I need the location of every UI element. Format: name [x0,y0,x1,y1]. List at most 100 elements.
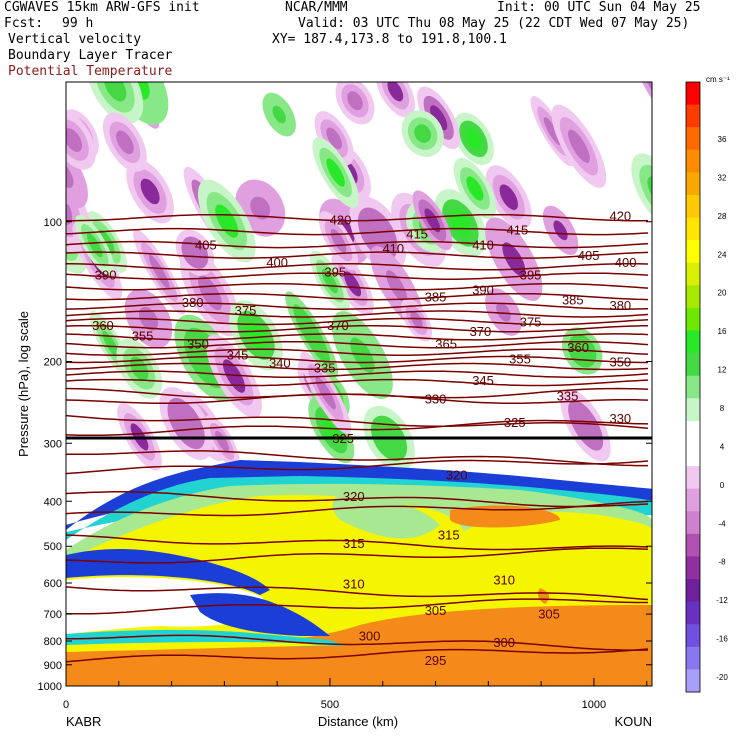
y-tick-label: 600 [44,578,62,590]
theta-label: 375 [235,303,257,318]
theta-label: 315 [343,536,365,551]
velocity-cell [116,130,134,155]
colorbar-label: 36 [718,135,727,144]
org-label: NCAR/MMM [285,0,348,15]
velocity-cell [499,184,518,210]
velocity-cell [66,128,83,152]
velocity-cell [326,158,345,187]
velocity-cell [387,82,404,102]
velocity-cell [386,270,408,303]
vertical-velocity-field [16,82,652,471]
end-station-label: KOUN [614,714,652,729]
velocity-cell [215,204,239,238]
theta-contour [66,362,649,371]
y-tick-label: 900 [44,660,62,672]
y-tick-label: 300 [44,438,62,450]
velocity-cell [198,275,223,311]
theta-contour [66,227,649,236]
theta-label: 345 [227,347,249,362]
y-tick-label: 500 [44,541,62,553]
colorbar-swatch [686,240,700,264]
velocity-cell [414,124,432,143]
velocity-cell [175,408,197,439]
velocity-cell [103,82,127,102]
colorbar-swatch [686,420,700,444]
velocity-cell [347,91,363,111]
potential-temperature-labels: 420 420 405 415 415 405 400 395 410 410 400 390 390 3… [92,209,636,669]
theta-contour [66,333,649,341]
theta-label: 415 [507,223,529,238]
velocity-cell [496,302,511,322]
velocity-cell [326,127,343,150]
y-tick-label: 700 [44,609,62,621]
velocity-cell [543,117,562,146]
velocity-cell [148,254,170,290]
theta-contour [66,500,649,517]
colorbar-swatch [686,488,700,512]
theta-label: 315 [438,528,460,543]
colorbar-label: 0 [720,481,725,490]
colorbar-swatch [686,669,700,693]
colorbar-unit: cm s⁻¹ [706,75,730,84]
theta-label: 375 [520,314,542,329]
theta-label: 410 [382,241,404,256]
velocity-cell [102,330,120,358]
theta-contour [66,348,649,356]
y-tick-label: 800 [44,636,62,648]
colorbar-swatch [686,82,700,106]
theta-label: 340 [269,356,291,371]
plot-frame [65,81,653,687]
theta-label: 325 [332,431,354,446]
colorbar-swatch [686,533,700,557]
theta-label: 350 [187,337,209,352]
theta-label: 415 [406,227,428,242]
velocity-cell [130,356,149,381]
theta-label: 395 [520,268,542,283]
x-tick-label: 500 [321,699,339,711]
theta-label: 380 [182,295,204,310]
y-tick-label: 200 [44,357,62,369]
theta-contour [66,414,649,430]
theta-label: 295 [425,653,447,668]
theta-contour [66,387,649,405]
theta-label: 400 [266,255,288,270]
theta-contour [66,547,649,564]
velocity-cell [575,410,596,440]
theta-label: 300 [493,635,515,650]
velocity-cell [18,165,59,222]
x-tick-label: 1000 [582,699,606,711]
velocity-cell [315,376,336,410]
theta-label: 330 [609,411,631,426]
colorbar-swatch [686,330,700,354]
velocity-cell [27,119,57,155]
colorbar-label: 28 [718,212,727,221]
velocity-cell [321,269,338,294]
colorbar-label: -16 [716,635,728,644]
theta-label: 300 [359,628,381,643]
velocity-cell [140,178,160,205]
colorbar-swatch [686,194,700,219]
theta-contour [66,213,649,222]
theta-label: 345 [472,373,494,388]
theta-contour [66,370,649,378]
colorbar-swatch [686,172,700,196]
theta-label: 380 [609,298,631,313]
theta-label: 320 [446,467,468,482]
velocity-cell [502,242,526,276]
velocity-cell [16,106,69,170]
theta-label: 395 [324,265,346,280]
theta-label: 360 [92,318,114,333]
theta-label: 305 [538,607,560,622]
theta-label: 385 [562,292,584,307]
colorbar-swatch [686,285,700,309]
theta-label: 335 [314,360,336,375]
theta-contour [66,634,649,651]
colorbar-swatch [686,466,700,490]
theta-contour [66,450,648,467]
colorbar-label: 32 [718,173,727,182]
colorbar-swatch [686,262,700,286]
velocity-cell [350,337,375,373]
velocity-cell [568,129,590,163]
theta-contour [66,419,649,437]
